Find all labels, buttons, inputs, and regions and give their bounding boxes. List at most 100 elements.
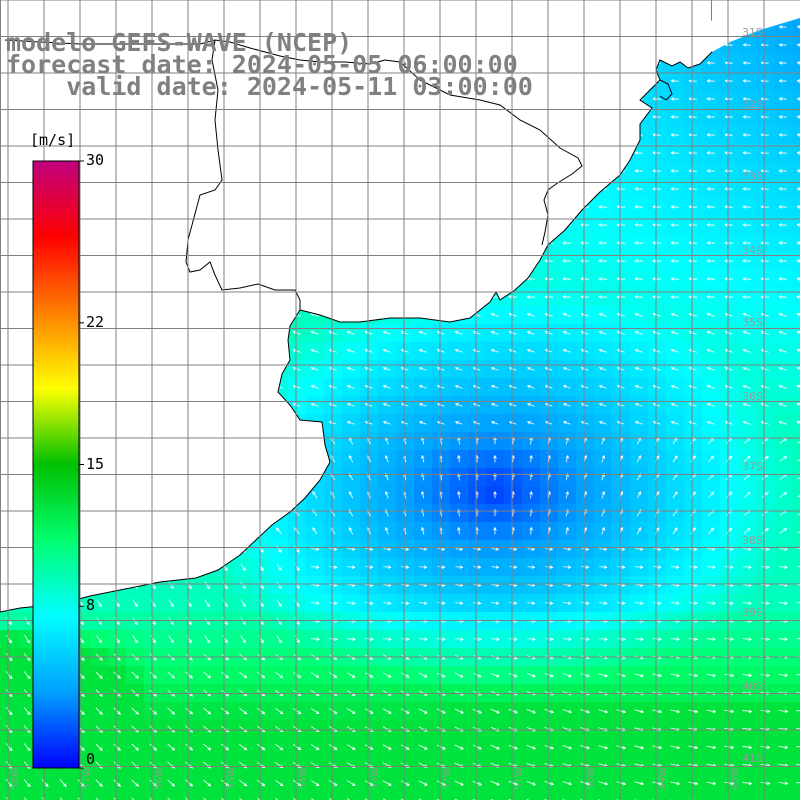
wind-arrow	[562, 420, 571, 425]
wind-arrow	[364, 402, 373, 407]
wind-arrow	[204, 581, 210, 590]
wind-arrow	[310, 384, 319, 389]
wind-cell	[792, 54, 800, 72]
wind-arrow	[724, 312, 733, 317]
wind-arrow	[652, 295, 662, 299]
wind-arrow	[779, 456, 788, 462]
wind-cell	[180, 792, 198, 800]
wind-cell	[792, 144, 800, 162]
wind-arrow	[706, 402, 715, 407]
wind-arrow	[688, 348, 697, 353]
wind-cell	[792, 198, 800, 216]
wind-arrow	[598, 259, 607, 263]
wind-cell	[450, 792, 468, 800]
wind-arrow	[616, 277, 626, 281]
wind-arrow	[652, 241, 661, 245]
wind-arrow	[454, 330, 463, 335]
wind-cell	[792, 576, 800, 594]
wind-arrow	[364, 366, 373, 371]
colorbar-tick-label: 15	[86, 454, 105, 473]
wind-arrow	[168, 581, 174, 590]
wind-cell	[252, 792, 270, 800]
wind-arrow	[688, 241, 697, 245]
wind-arrow	[760, 547, 770, 551]
wind-arrow	[437, 565, 446, 569]
wind-arrow	[670, 169, 679, 173]
wind-arrow	[508, 312, 517, 317]
wind-arrow	[382, 330, 391, 335]
wind-cell	[792, 108, 800, 126]
wind-arrow	[778, 565, 788, 569]
wind-arrow	[670, 79, 679, 83]
wind-arrow	[276, 545, 282, 554]
wind-cell	[792, 450, 800, 468]
wind-arrow	[760, 295, 769, 299]
wind-arrow	[706, 97, 715, 101]
wind-cell	[792, 486, 800, 504]
wind-arrow	[437, 547, 446, 551]
wind-arrow	[526, 420, 535, 425]
wind-arrow	[724, 384, 733, 389]
wind-arrow	[457, 526, 461, 535]
wind-arrow	[760, 312, 769, 317]
wind-arrow	[418, 420, 427, 425]
latitude-label: 32S	[742, 98, 763, 111]
wind-arrow	[652, 151, 661, 155]
wind-cell	[792, 36, 800, 54]
wind-arrow	[778, 366, 787, 371]
wind-arrow	[365, 547, 374, 551]
wind-arrow	[652, 420, 661, 425]
wind-arrow	[742, 241, 751, 245]
wind-cell	[792, 468, 800, 486]
wind-arrow	[796, 115, 800, 119]
wind-arrow	[671, 547, 680, 551]
wind-cell	[792, 306, 800, 324]
wind-arrow	[526, 348, 535, 353]
wind-arrow	[472, 348, 481, 353]
wind-arrow	[580, 277, 590, 281]
wind-arrow	[760, 223, 769, 227]
colorbar-tick-label: 30	[86, 151, 105, 169]
wind-arrow	[706, 79, 715, 83]
wind-arrow	[400, 366, 409, 371]
wind-arrow	[311, 547, 320, 551]
wind-arrow	[706, 420, 715, 425]
wind-arrow	[760, 366, 769, 371]
wind-arrow	[509, 547, 518, 551]
wind-arrow	[401, 565, 410, 569]
wind-arrow	[400, 384, 409, 389]
wind-arrow	[797, 495, 800, 498]
wind-arrow	[329, 547, 338, 551]
wind-arrow	[706, 151, 715, 155]
wind-arrow	[346, 330, 355, 335]
wind-arrow	[688, 187, 697, 191]
wind-arrow	[670, 384, 679, 389]
wind-arrow	[706, 330, 715, 335]
wind-arrow	[706, 384, 715, 389]
latitude-label: 38S	[742, 534, 763, 547]
wind-arrow	[760, 115, 769, 119]
wind-arrow	[670, 420, 679, 425]
wind-cell	[702, 792, 720, 800]
wind-arrow	[598, 366, 607, 371]
wind-arrow	[581, 565, 590, 569]
wind-cell	[432, 792, 450, 800]
wind-arrow	[581, 601, 590, 605]
wind-arrow	[778, 169, 787, 173]
wind-arrow	[796, 277, 800, 281]
wind-arrow	[742, 97, 751, 101]
longitude-label: 48W	[730, 767, 741, 790]
wind-arrow	[598, 241, 607, 245]
wind-arrow	[544, 330, 553, 335]
wind-arrow	[724, 241, 733, 245]
wind-cell	[792, 378, 800, 396]
wind-arrow	[688, 151, 697, 155]
wind-arrow	[598, 402, 607, 407]
wind-arrow	[527, 601, 536, 605]
wind-arrow	[796, 366, 800, 371]
wind-arrow	[311, 565, 320, 569]
wind-arrow	[742, 169, 751, 173]
wind-cell	[144, 792, 162, 800]
wind-arrow	[563, 547, 572, 551]
wind-arrow	[634, 169, 643, 173]
